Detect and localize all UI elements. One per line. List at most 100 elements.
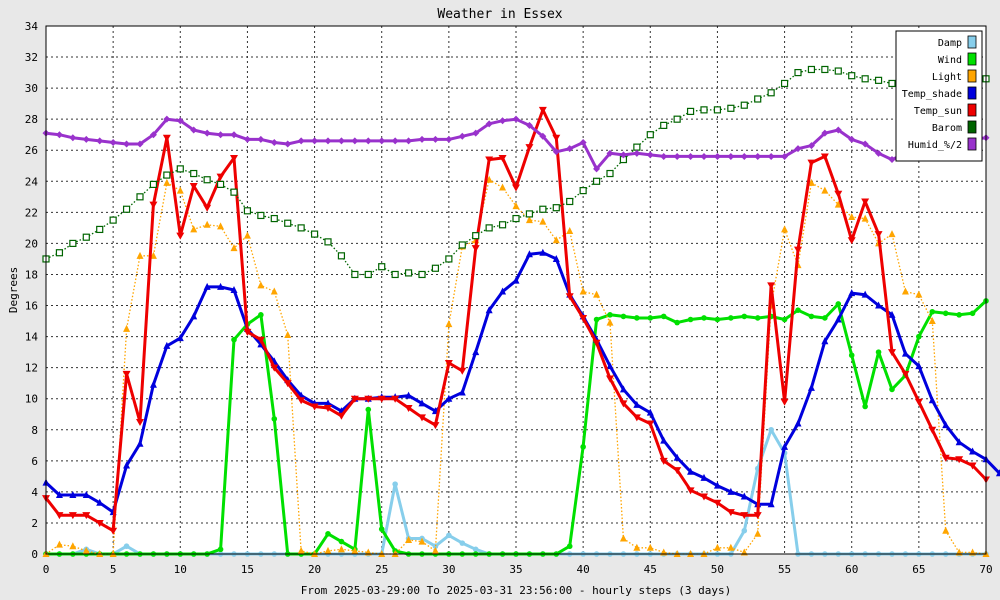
data-point xyxy=(82,233,90,241)
data-point xyxy=(271,416,278,422)
data-point xyxy=(149,131,157,139)
data-point xyxy=(714,316,721,323)
data-point xyxy=(807,65,816,74)
y-tick-label: 30 xyxy=(25,82,38,95)
data-point xyxy=(686,487,695,495)
data-point xyxy=(632,414,641,422)
data-point xyxy=(646,420,655,428)
data-point xyxy=(203,129,211,137)
data-point xyxy=(539,132,547,140)
data-point xyxy=(485,224,493,232)
data-point xyxy=(861,140,869,148)
data-point xyxy=(700,106,708,114)
data-point xyxy=(230,286,238,293)
data-point xyxy=(163,341,171,349)
data-point xyxy=(203,220,211,228)
data-point xyxy=(149,251,157,259)
data-point xyxy=(217,282,225,290)
data-point xyxy=(284,219,292,227)
data-point xyxy=(875,149,883,157)
data-point xyxy=(566,197,574,206)
data-point xyxy=(96,498,104,506)
data-point xyxy=(781,225,789,233)
data-point xyxy=(726,509,735,517)
data-point xyxy=(673,453,681,461)
series-line xyxy=(44,251,1000,514)
data-point xyxy=(203,204,212,212)
x-tick-label: 30 xyxy=(442,563,455,576)
data-point xyxy=(780,398,789,406)
data-point xyxy=(767,282,776,290)
data-point xyxy=(243,135,251,143)
data-point xyxy=(324,137,332,145)
data-point xyxy=(928,426,937,434)
data-point xyxy=(431,422,440,430)
y-axis-label: Degrees xyxy=(7,267,20,313)
series-line xyxy=(45,68,987,276)
data-point xyxy=(163,171,171,179)
data-point xyxy=(821,129,829,137)
data-point xyxy=(822,315,828,321)
data-point xyxy=(807,383,815,391)
data-point xyxy=(552,236,560,244)
data-point xyxy=(405,137,413,145)
data-point xyxy=(808,313,815,320)
data-point xyxy=(485,306,493,314)
data-point xyxy=(848,135,856,143)
data-point xyxy=(122,205,131,213)
data-point xyxy=(660,436,668,444)
data-point xyxy=(338,538,345,545)
data-point xyxy=(512,276,520,284)
data-point xyxy=(942,421,950,429)
data-point xyxy=(337,252,346,260)
y-tick-label: 34 xyxy=(25,20,39,33)
data-point xyxy=(834,190,843,198)
data-point xyxy=(848,213,856,221)
data-point xyxy=(673,115,681,123)
legend: Damp Wind Light Temp_shade Temp_sun Barom Humi… xyxy=(895,30,983,162)
data-point xyxy=(431,546,439,554)
data-point xyxy=(499,287,507,295)
data-point xyxy=(418,135,426,143)
data-point xyxy=(821,186,829,194)
data-point xyxy=(351,270,359,279)
data-point xyxy=(163,178,171,186)
data-point xyxy=(552,254,560,262)
data-point xyxy=(364,395,373,403)
data-point xyxy=(351,546,359,554)
y-tick-label: 6 xyxy=(31,455,38,468)
data-point xyxy=(162,134,171,142)
data-point xyxy=(861,198,870,206)
data-point xyxy=(659,457,668,465)
data-point xyxy=(230,155,238,162)
y-tick-label: 12 xyxy=(25,362,38,375)
data-point xyxy=(781,152,789,160)
data-point xyxy=(109,527,118,535)
data-point xyxy=(888,349,896,357)
x-tick-label: 65 xyxy=(912,563,925,576)
data-point xyxy=(431,264,440,272)
data-point xyxy=(68,512,77,520)
data-point xyxy=(270,138,278,146)
y-tick-label: 20 xyxy=(25,237,38,250)
data-point xyxy=(55,131,63,139)
data-point xyxy=(889,386,895,393)
data-point xyxy=(458,132,466,140)
data-point xyxy=(579,138,587,146)
plot-border xyxy=(45,25,987,555)
data-point xyxy=(687,467,695,475)
data-point xyxy=(942,526,950,534)
data-point xyxy=(619,385,627,393)
data-point xyxy=(136,419,144,426)
data-point xyxy=(633,400,641,408)
data-point xyxy=(741,313,748,320)
data-point xyxy=(337,545,345,553)
data-point xyxy=(391,270,399,279)
data-point xyxy=(69,542,77,550)
grid xyxy=(45,25,987,555)
data-point xyxy=(418,537,426,545)
data-point xyxy=(552,148,560,156)
data-point xyxy=(485,175,493,183)
data-point xyxy=(324,399,332,407)
x-tick-label: 15 xyxy=(241,563,254,576)
